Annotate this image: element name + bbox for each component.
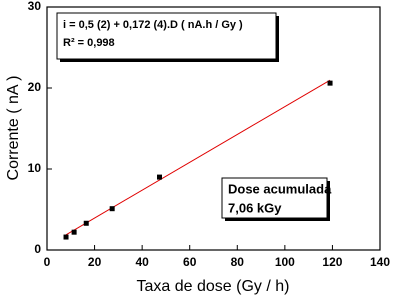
y-tick-label: 10: [28, 161, 42, 175]
x-tick-label: 80: [231, 255, 245, 269]
x-tick-label: 100: [275, 255, 295, 269]
annotation-text: Dose acumulada: [228, 181, 332, 196]
annotation-box: [56, 12, 277, 60]
x-tick-label: 40: [135, 255, 149, 269]
annotation-text: R² = 0,998: [63, 37, 115, 49]
y-tick-label: 20: [28, 80, 42, 94]
x-tick-label: 140: [370, 255, 390, 269]
y-axis-label: Corrente ( nA ): [5, 76, 22, 181]
x-tick-label: 60: [183, 255, 197, 269]
data-point: [71, 229, 77, 235]
x-tick-label: 0: [44, 255, 51, 269]
x-tick-label: 120: [322, 255, 342, 269]
annotation-text: i = 0,5 (2) + 0,172 (4).D ( nA.h / Gy ): [63, 19, 243, 31]
plot-frame: [46, 6, 381, 251]
data-point: [63, 234, 69, 240]
x-tick-label: 20: [88, 255, 102, 269]
data-point: [109, 206, 115, 212]
data-point: [327, 80, 333, 86]
x-axis-label: Taxa de dose (Gy / h): [137, 278, 290, 295]
annotation-box: [221, 177, 328, 219]
data-point: [157, 174, 163, 180]
y-tick-label: 30: [28, 0, 42, 13]
annotation-text: 7,06 kGy: [228, 200, 282, 215]
y-tick-label: 0: [34, 242, 41, 256]
data-point: [83, 220, 89, 226]
